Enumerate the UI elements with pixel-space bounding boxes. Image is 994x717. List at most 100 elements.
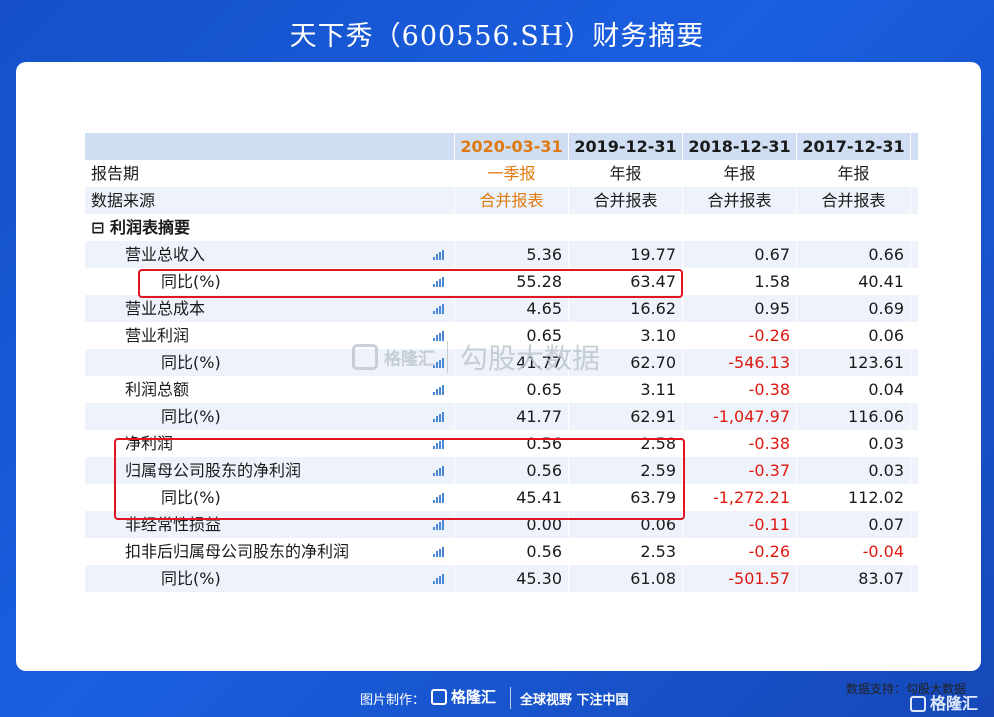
table-cell: 61.08 — [569, 565, 683, 592]
table-cell: -546.13 — [683, 349, 797, 376]
row-label: 营业利润 — [85, 322, 455, 349]
corner-logo-text: 格隆汇 — [929, 694, 978, 713]
table-cell: -1,272.21 — [683, 484, 797, 511]
table-cell: 0.65 — [455, 376, 569, 403]
table-cell: 合并报表 — [455, 187, 569, 214]
table-cell: 0.06 — [797, 322, 911, 349]
watermark-divider — [447, 341, 448, 373]
table-row: 营业总成本 4.65 16.62 0.95 0.69 — [85, 295, 918, 322]
table-row: 扣非后归属母公司股东的净利润 0.56 2.53 -0.26 -0.04 — [85, 538, 918, 565]
table-cell — [797, 214, 911, 241]
bar-chart-icon[interactable] — [433, 322, 453, 349]
table-row: 数据来源 合并报表 合并报表 合并报表 合并报表 — [85, 187, 918, 214]
footer-divider — [510, 687, 511, 709]
row-label: 营业总收入 — [85, 241, 455, 268]
table-cell: -0.26 — [683, 538, 797, 565]
watermark: 格隆汇 勾股大数据 — [352, 337, 652, 377]
table-cell: 合并报表 — [569, 187, 683, 214]
row-label: 利润总额 — [85, 376, 455, 403]
table-cell: 一季报 — [455, 160, 569, 187]
table-row: 非经常性损益 0.00 0.06 -0.11 0.07 — [85, 511, 918, 538]
row-label: 同比(%) — [85, 349, 455, 376]
row-label: 数据来源 — [85, 187, 455, 214]
table-cell: 40.41 — [797, 268, 911, 295]
row-label: 扣非后归属母公司股东的净利润 — [85, 538, 455, 565]
row-label: 营业总成本 — [85, 295, 455, 322]
footer-logo-text: 格隆汇 — [451, 688, 497, 706]
table-cell: 2.59 — [569, 457, 683, 484]
table-cell: 0.03 — [797, 457, 911, 484]
table-cell: 55.28 — [455, 268, 569, 295]
table-cell: 83.07 — [797, 565, 911, 592]
table-row: 同比(%) 55.28 63.47 1.58 40.41 — [85, 268, 918, 295]
table-cell: -0.11 — [683, 511, 797, 538]
table-cell — [455, 214, 569, 241]
table-cell: 45.41 — [455, 484, 569, 511]
table-cell: 年报 — [683, 160, 797, 187]
table-cell: -0.04 — [797, 538, 911, 565]
gelonghui-logo-icon — [431, 689, 447, 705]
bar-chart-icon[interactable] — [433, 268, 453, 295]
bar-chart-icon[interactable] — [433, 565, 453, 592]
page-title: 天下秀（600556.SH）财务摘要 — [289, 21, 705, 52]
table-cell: 0.66 — [797, 241, 911, 268]
header-date-1: 2020-03-31 — [455, 133, 569, 160]
bar-chart-icon[interactable] — [433, 538, 453, 565]
header-date-2: 2019-12-31 — [569, 133, 683, 160]
footer: 图片制作： 格隆汇 全球视野 下注中国 — [0, 683, 994, 713]
bar-chart-icon[interactable] — [433, 430, 453, 457]
table-row: 同比(%) 41.77 62.91 -1,047.97 116.06 — [85, 403, 918, 430]
table-cell: 2.53 — [569, 538, 683, 565]
table-cell: 0.67 — [683, 241, 797, 268]
table-cell: 0.95 — [683, 295, 797, 322]
footer-slogan: 全球视野 下注中国 — [520, 693, 629, 708]
watermark-brand: 格隆汇 — [384, 349, 435, 370]
bar-chart-icon[interactable] — [433, 403, 453, 430]
row-label: 归属母公司股东的净利润 — [85, 457, 455, 484]
table-cell: 112.02 — [797, 484, 911, 511]
bar-chart-icon[interactable] — [433, 295, 453, 322]
row-label: 报告期 — [85, 160, 455, 187]
watermark-logo-icon — [352, 344, 378, 370]
table-row: 利润总额 0.65 3.11 -0.38 0.04 — [85, 376, 918, 403]
table-row: 营业利润 0.65 3.10 -0.26 0.06 — [85, 322, 918, 349]
header-label — [85, 133, 455, 160]
table-cell: 41.77 — [455, 403, 569, 430]
table-cell: 63.79 — [569, 484, 683, 511]
table-cell — [683, 214, 797, 241]
header-date-4: 2017-12-31 — [797, 133, 911, 160]
bar-chart-icon[interactable] — [433, 457, 453, 484]
row-label: 同比(%) — [85, 484, 455, 511]
table-cell: 45.30 — [455, 565, 569, 592]
table-cell: 0.03 — [797, 430, 911, 457]
table-cell: -1,047.97 — [683, 403, 797, 430]
table-cell: 年报 — [797, 160, 911, 187]
table-cell: -0.38 — [683, 430, 797, 457]
table-cell: 0.04 — [797, 376, 911, 403]
table-cell: 19.77 — [569, 241, 683, 268]
footer-made-by: 图片制作： — [360, 693, 426, 708]
table-cell: 5.36 — [455, 241, 569, 268]
table-cell: 年报 — [569, 160, 683, 187]
table-cell: 62.70 — [569, 349, 683, 376]
bar-chart-icon[interactable] — [433, 376, 453, 403]
watermark-text: 勾股大数据 — [460, 342, 601, 375]
table-cell — [569, 214, 683, 241]
table-cell: 0.56 — [455, 538, 569, 565]
highlight-box-revenue-yoy — [138, 269, 683, 298]
table-cell: 0.07 — [797, 511, 911, 538]
table-cell: 0.56 — [455, 457, 569, 484]
bar-chart-icon[interactable] — [433, 241, 453, 268]
table-row: 营业总收入 5.36 19.77 0.67 0.66 — [85, 241, 918, 268]
table-cell: -501.57 — [683, 565, 797, 592]
table-cell: 4.65 — [455, 295, 569, 322]
bar-chart-icon[interactable] — [433, 484, 453, 511]
bar-chart-icon[interactable] — [433, 511, 453, 538]
table-row: ⊟ 利润表摘要 — [85, 214, 918, 241]
table-cell: 16.62 — [569, 295, 683, 322]
bar-chart-icon[interactable] — [433, 349, 453, 376]
header-date-3: 2018-12-31 — [683, 133, 797, 160]
table-row: 净利润 0.56 2.58 -0.38 0.03 — [85, 430, 918, 457]
highlight-box-net-profit — [114, 438, 685, 520]
row-label: 同比(%) — [85, 565, 455, 592]
